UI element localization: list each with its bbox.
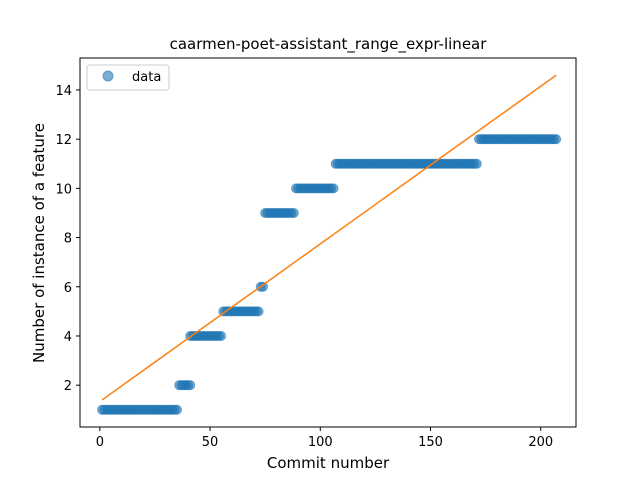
axis-ticks: 0 50 100 150 200 2 4 6 8 10 12 14 [55, 84, 553, 450]
y-tick-label: 10 [55, 182, 72, 197]
x-axis-label: Commit number [267, 454, 390, 472]
fit-line [101, 74, 557, 401]
legend-marker-data [102, 70, 114, 82]
y-tick-label: 6 [64, 281, 72, 296]
data-point [185, 380, 196, 391]
y-tick-label: 12 [55, 133, 72, 148]
y-tick-label: 8 [64, 232, 72, 247]
legend: data [86, 64, 170, 91]
x-tick-label: 50 [202, 435, 219, 450]
chart-title: caarmen-poet-assistant_range_expr-linear [170, 35, 488, 54]
data-point [216, 330, 227, 341]
legend-label-data: data [132, 70, 161, 85]
x-tick-label: 200 [528, 435, 553, 450]
y-tick-label: 4 [64, 330, 72, 345]
y-tick-label: 2 [64, 379, 72, 394]
chart-marks [97, 74, 562, 415]
plot-area [79, 57, 577, 428]
data-point [328, 183, 339, 194]
data-point [253, 306, 264, 317]
data-point [171, 404, 182, 415]
y-tick-label: 14 [55, 84, 72, 99]
x-tick-label: 150 [418, 435, 443, 450]
data-point [288, 207, 299, 218]
x-tick-label: 100 [308, 435, 333, 450]
y-axis-label: Number of instance of a feature [30, 123, 48, 363]
data-point [257, 281, 268, 292]
data-point [471, 158, 482, 169]
data-point [551, 134, 562, 145]
x-tick-label: 0 [96, 435, 104, 450]
